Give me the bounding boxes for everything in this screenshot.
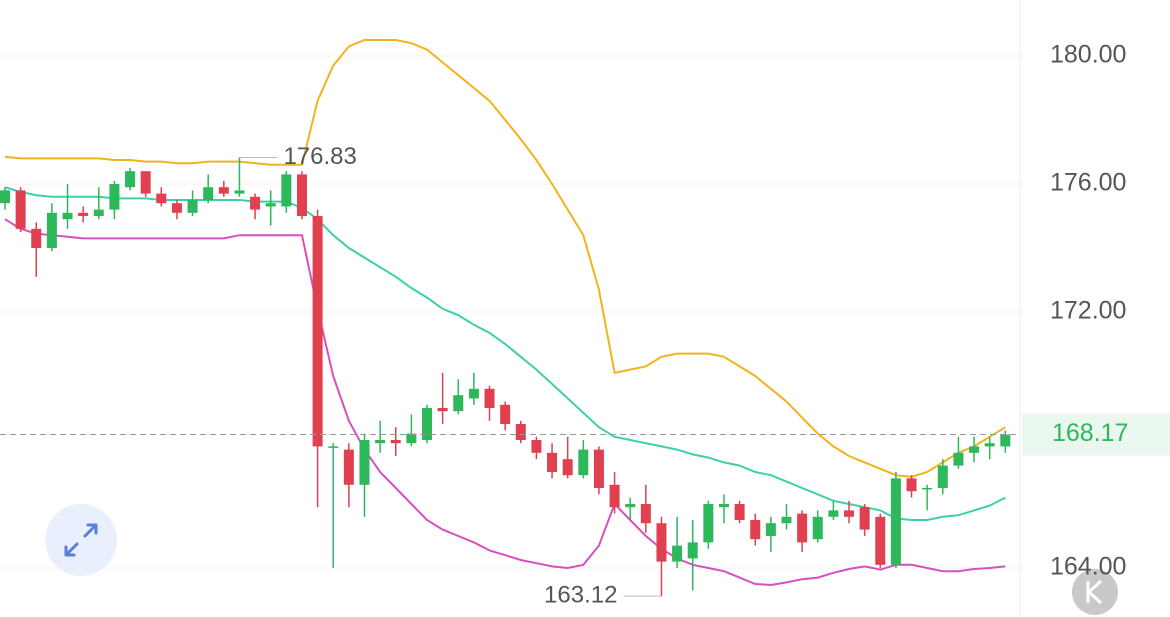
candle-body (15, 190, 26, 229)
candle-body (797, 513, 808, 543)
candle-body (515, 424, 526, 440)
candle-body (0, 190, 10, 204)
y-tick-label: 180.00 (1050, 41, 1126, 69)
candle-body (78, 212, 89, 216)
k-icon[interactable] (1086, 579, 1103, 605)
band-line (4, 186, 1006, 521)
candle-body (406, 433, 417, 444)
expand-circle[interactable] (45, 504, 117, 576)
k-circle[interactable] (1072, 569, 1118, 615)
candle-body (109, 184, 120, 210)
candle-body (640, 504, 651, 524)
candle-body (484, 388, 495, 408)
candle-body (781, 516, 792, 524)
candle-body (547, 452, 558, 472)
candle-body (859, 507, 870, 530)
candle-body (500, 404, 511, 424)
candle-body (156, 193, 167, 204)
y-tick-label: 164.00 (1050, 553, 1126, 581)
candle-body (187, 200, 198, 213)
candle-body (468, 388, 479, 399)
candle-body (265, 203, 276, 207)
candle-body (953, 452, 964, 466)
candle-body (250, 196, 261, 210)
candle-body (203, 187, 214, 200)
candle-body (125, 171, 136, 188)
candle-body (703, 504, 714, 543)
candle-body (750, 520, 761, 540)
candle-body (46, 212, 57, 248)
max-label: 176.83 (283, 143, 356, 170)
candle-body (328, 446, 339, 448)
candle-body (718, 504, 729, 508)
candle-body (593, 449, 604, 488)
candle-body (93, 209, 104, 216)
candle-body (672, 545, 683, 562)
band-line (4, 39, 1006, 478)
candle-body (734, 504, 745, 520)
candle-body (375, 440, 386, 444)
candle-body (765, 523, 776, 536)
candle-body (828, 510, 839, 517)
candle-body (969, 446, 980, 453)
candle-body (171, 203, 182, 213)
candle-body (625, 504, 636, 508)
candle-body (31, 228, 42, 248)
last-price-label: 168.17 (1052, 419, 1128, 447)
candle-body (296, 174, 307, 216)
candle-body (687, 542, 698, 559)
k-button[interactable] (1072, 569, 1118, 615)
candle-body (531, 440, 542, 453)
candle-body (312, 216, 323, 447)
last-price-box (1022, 413, 1170, 456)
expand-button[interactable] (45, 504, 117, 576)
y-tick-label: 176.00 (1050, 169, 1126, 197)
candle-body (422, 408, 433, 440)
candle-body (390, 440, 401, 444)
expand-icon[interactable] (64, 523, 98, 557)
candle-body (218, 187, 229, 194)
candle-body (875, 516, 886, 565)
candle-body (62, 212, 73, 220)
candle-body (343, 449, 354, 485)
candle-body (234, 190, 245, 194)
candle-body (890, 478, 901, 565)
candle-body (844, 510, 855, 517)
candle-body (812, 516, 823, 540)
candle-body (359, 440, 370, 485)
min-label: 163.12 (544, 582, 617, 609)
candle-body (1000, 434, 1011, 447)
candle-body (906, 478, 917, 492)
candle-body (281, 174, 292, 207)
candle-body (140, 171, 151, 194)
candle-body (437, 408, 448, 412)
candle-body (578, 449, 589, 476)
candle-body (609, 484, 620, 508)
candle-body (562, 459, 573, 476)
band-line (4, 218, 1006, 587)
candle-body (937, 465, 948, 488)
candle-body (922, 488, 933, 490)
candle-body (656, 523, 667, 562)
candle-body (453, 395, 464, 412)
y-tick-label: 172.00 (1050, 297, 1126, 325)
candle-body (984, 443, 995, 447)
